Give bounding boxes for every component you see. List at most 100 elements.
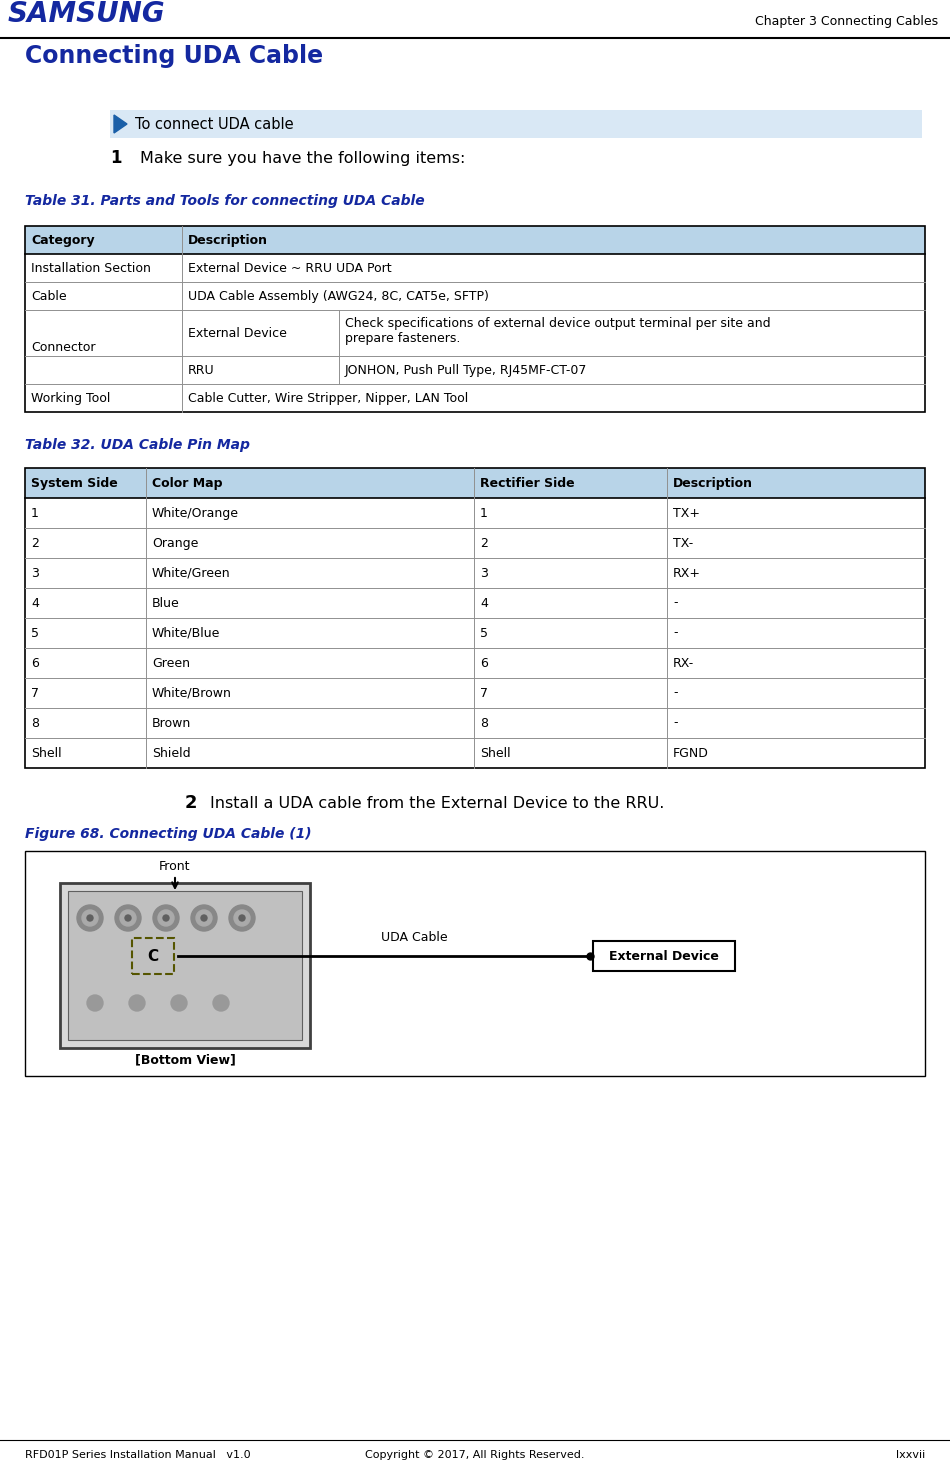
- Text: [Bottom View]: [Bottom View]: [135, 1053, 236, 1066]
- Text: Table 31. Parts and Tools for connecting UDA Cable: Table 31. Parts and Tools for connecting…: [25, 194, 425, 209]
- Bar: [25, 469, 925, 498]
- Bar: [25, 618, 925, 648]
- Text: 3: 3: [31, 567, 39, 579]
- Circle shape: [87, 995, 103, 1011]
- Text: RFD01P Series Installation Manual   v1.0: RFD01P Series Installation Manual v1.0: [25, 1450, 251, 1460]
- Text: C: C: [147, 949, 159, 964]
- Text: Install a UDA cable from the External Device to the RRU.: Install a UDA cable from the External De…: [210, 796, 664, 811]
- Bar: [25, 469, 925, 768]
- Text: RRU: RRU: [188, 363, 215, 376]
- Bar: [25, 355, 925, 383]
- Text: 3: 3: [480, 567, 488, 579]
- Text: -: -: [673, 686, 677, 699]
- Bar: [25, 226, 925, 254]
- Circle shape: [153, 905, 179, 931]
- Circle shape: [115, 905, 141, 931]
- Text: 2: 2: [31, 536, 39, 549]
- Circle shape: [234, 909, 250, 925]
- Bar: [25, 498, 925, 527]
- Text: 5: 5: [480, 626, 488, 639]
- Circle shape: [239, 915, 245, 921]
- Text: Shell: Shell: [480, 746, 511, 759]
- Text: 2: 2: [480, 536, 488, 549]
- Text: Connector: Connector: [31, 341, 96, 354]
- Text: White/Blue: White/Blue: [152, 626, 220, 639]
- Text: Cable Cutter, Wire Stripper, Nipper, LAN Tool: Cable Cutter, Wire Stripper, Nipper, LAN…: [188, 392, 468, 404]
- Bar: [110, 110, 922, 138]
- Text: TX+: TX+: [673, 507, 700, 520]
- Text: UDA Cable Assembly (AWG24, 8C, CAT5e, SFTP): UDA Cable Assembly (AWG24, 8C, CAT5e, SF…: [188, 289, 489, 303]
- Circle shape: [213, 995, 229, 1011]
- Text: RX-: RX-: [673, 657, 694, 670]
- Text: Chapter 3 Connecting Cables: Chapter 3 Connecting Cables: [755, 15, 938, 28]
- Text: White/Brown: White/Brown: [152, 686, 232, 699]
- Bar: [25, 282, 925, 310]
- Text: Rectifier Side: Rectifier Side: [480, 476, 575, 489]
- Text: Shield: Shield: [152, 746, 191, 759]
- Text: Blue: Blue: [152, 596, 180, 610]
- Circle shape: [82, 909, 98, 925]
- Circle shape: [125, 915, 131, 921]
- Text: External Device ~ RRU UDA Port: External Device ~ RRU UDA Port: [188, 261, 391, 275]
- Bar: [25, 310, 925, 355]
- Text: External Device: External Device: [609, 949, 719, 962]
- Text: FGND: FGND: [673, 746, 709, 759]
- Text: Check specifications of external device output terminal per site and
prepare fas: Check specifications of external device …: [345, 317, 770, 345]
- Text: Connecting UDA Cable: Connecting UDA Cable: [25, 44, 323, 68]
- Text: -: -: [673, 717, 677, 730]
- Text: 2: 2: [185, 795, 198, 812]
- Bar: [25, 226, 925, 411]
- Text: External Device: External Device: [188, 326, 287, 339]
- Text: 7: 7: [31, 686, 39, 699]
- Text: Color Map: Color Map: [152, 476, 222, 489]
- Circle shape: [158, 909, 174, 925]
- Text: 4: 4: [31, 596, 39, 610]
- Text: Brown: Brown: [152, 717, 191, 730]
- Bar: [25, 648, 925, 679]
- Text: White/Orange: White/Orange: [152, 507, 239, 520]
- Text: 1: 1: [480, 507, 488, 520]
- Text: 1: 1: [110, 148, 122, 167]
- Text: 5: 5: [31, 626, 39, 639]
- Bar: [25, 588, 925, 618]
- Circle shape: [229, 905, 255, 931]
- Text: 4: 4: [480, 596, 488, 610]
- Text: Installation Section: Installation Section: [31, 261, 151, 275]
- Text: Shell: Shell: [31, 746, 62, 759]
- Text: 6: 6: [480, 657, 488, 670]
- Text: Green: Green: [152, 657, 190, 670]
- Text: UDA Cable: UDA Cable: [381, 931, 447, 945]
- Bar: [25, 737, 925, 768]
- Text: JONHON, Push Pull Type, RJ45MF-CT-07: JONHON, Push Pull Type, RJ45MF-CT-07: [345, 363, 587, 376]
- Polygon shape: [114, 115, 127, 134]
- Text: Description: Description: [673, 476, 753, 489]
- Text: Table 32. UDA Cable Pin Map: Table 32. UDA Cable Pin Map: [25, 438, 250, 452]
- Bar: [25, 708, 925, 737]
- Circle shape: [196, 909, 212, 925]
- Bar: [132, 939, 174, 974]
- Bar: [25, 851, 925, 1075]
- Text: 1: 1: [31, 507, 39, 520]
- Text: -: -: [673, 626, 677, 639]
- Circle shape: [201, 915, 207, 921]
- Circle shape: [163, 915, 169, 921]
- Text: Orange: Orange: [152, 536, 199, 549]
- Circle shape: [87, 915, 93, 921]
- Bar: [25, 254, 925, 282]
- Text: 6: 6: [31, 657, 39, 670]
- Bar: [68, 892, 302, 1040]
- Text: lxxvii: lxxvii: [896, 1450, 925, 1460]
- Text: 8: 8: [480, 717, 488, 730]
- Text: Front: Front: [160, 859, 191, 873]
- Text: TX-: TX-: [673, 536, 693, 549]
- Text: SAMSUNG: SAMSUNG: [8, 0, 165, 28]
- Text: Description: Description: [188, 234, 268, 247]
- Text: System Side: System Side: [31, 476, 118, 489]
- Text: Make sure you have the following items:: Make sure you have the following items:: [140, 150, 466, 166]
- FancyBboxPatch shape: [593, 942, 735, 971]
- Text: -: -: [673, 596, 677, 610]
- Circle shape: [129, 995, 145, 1011]
- Text: Working Tool: Working Tool: [31, 392, 110, 404]
- Text: 8: 8: [31, 717, 39, 730]
- Text: RX+: RX+: [673, 567, 701, 579]
